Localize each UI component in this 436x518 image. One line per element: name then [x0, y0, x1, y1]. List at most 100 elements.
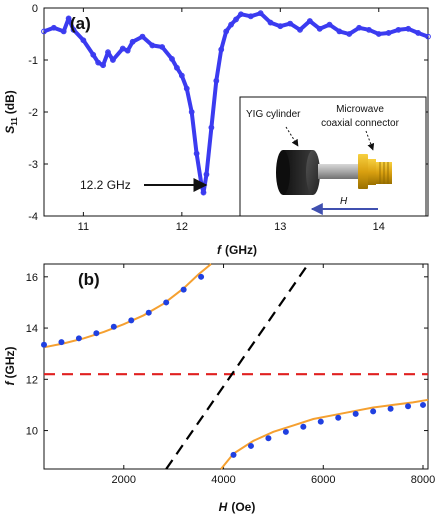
lower-branch-points	[230, 401, 427, 458]
scatter-point	[405, 403, 412, 410]
panel-b-xtick-label: 8000	[411, 474, 435, 486]
s11-data-point	[415, 30, 422, 36]
scatter-point	[163, 299, 170, 306]
setup-inset-frame	[239, 96, 427, 217]
s11-data-point	[188, 109, 195, 115]
panel-b-ytick-label: 12	[26, 374, 38, 386]
s11-data-point	[257, 10, 264, 17]
s11-data-point	[267, 19, 274, 26]
panel-b-frame	[43, 263, 429, 470]
s11-data-point	[316, 25, 323, 32]
scatter-point	[128, 317, 135, 324]
scatter-point	[110, 323, 117, 330]
panel-b-xlabel: H (Oe)	[219, 500, 256, 514]
panel-a-xtick-label: 13	[274, 221, 286, 233]
s11-data-point	[287, 20, 294, 27]
lower-fit-curve	[220, 398, 429, 470]
s11-data-point	[174, 64, 180, 71]
panel-a-xlabel: f (GHz)	[217, 243, 257, 257]
s11-data-point	[356, 24, 362, 31]
panel-b-ytick-label: 14	[26, 323, 38, 335]
panel-a-xtick-label: 14	[373, 221, 385, 233]
s11-data-point	[149, 42, 156, 49]
panel-b-series	[41, 263, 429, 470]
panel-b-xlabel-var: H	[219, 500, 228, 514]
panel-b-xtick-label: 4000	[211, 474, 235, 486]
panel-b-xtick-label: 6000	[311, 474, 335, 486]
panel-b-ytick-label: 10	[26, 426, 38, 438]
scatter-point	[93, 330, 100, 337]
scatter-point	[58, 339, 65, 346]
s11-data-point	[183, 85, 190, 92]
panel-b-letter: (b)	[78, 270, 100, 289]
s11-data-point	[306, 18, 313, 24]
field-direction-label: H	[340, 196, 348, 207]
panel-a-ytick-label: -1	[28, 55, 38, 67]
panel-b: 2000 4000 6000 8000 10 12 14 16 (b) f (GHz) H (Oe…	[3, 263, 435, 514]
panel-b-ytick-label: 16	[26, 272, 38, 284]
s11-data-point	[124, 47, 131, 54]
panel-a-ylabel: S11 (dB)	[3, 90, 19, 133]
s11-data-point	[213, 77, 220, 84]
panel-b-xlabel-unit: (Oe)	[231, 500, 255, 514]
microwave-label-line1: Microwave	[336, 104, 384, 115]
scatter-point	[370, 408, 377, 415]
s11-data-point	[277, 23, 284, 30]
scatter-point	[420, 401, 427, 408]
cavity-mode-dashed-line	[165, 263, 310, 470]
resonance-annotation-label: 12.2 GHz	[80, 178, 131, 192]
panel-b-ylabel: f (GHz)	[3, 347, 17, 386]
s11-data-point	[193, 150, 200, 157]
panel-a-ylabel-var: S	[3, 126, 17, 134]
scatter-point	[265, 435, 272, 442]
s11-data-point	[228, 21, 234, 28]
s11-data-point	[129, 38, 136, 45]
s11-data-point	[169, 56, 175, 62]
s11-data-point	[223, 28, 230, 35]
panel-a-ytick-label: -2	[28, 107, 38, 119]
s11-data-point	[208, 124, 215, 131]
panel-a-ylabel-unit: (dB)	[3, 90, 17, 114]
s11-data-point	[336, 28, 343, 35]
s11-data-point	[346, 31, 353, 37]
s11-data-point	[100, 62, 106, 69]
s11-data-point	[70, 26, 77, 33]
panel-a-xlabel-var: f	[217, 243, 222, 257]
s11-data-point	[233, 16, 239, 23]
s11-data-point	[326, 21, 333, 28]
s11-data-point	[95, 59, 102, 66]
s11-data-point	[375, 31, 382, 37]
s11-data-point	[238, 11, 244, 18]
scatter-point	[75, 335, 82, 342]
scatter-point	[387, 405, 394, 412]
scatter-point	[335, 414, 342, 421]
s11-series-line	[43, 11, 429, 195]
coax-connector-drawing	[318, 154, 392, 189]
panel-a-letter: (a)	[70, 14, 91, 33]
scatter-point	[145, 309, 152, 316]
s11-data-point	[65, 15, 72, 22]
scatter-point	[180, 286, 187, 293]
panel-a-ticks: 11 12 13 14 0 -1 -2 -3 -4	[28, 3, 428, 233]
panel-a: 11 12 13 140-1-2-3-4 (a) S11(dB) f (GHz) 12.…	[3, 3, 431, 257]
yig-cylinder-drawing	[276, 150, 320, 195]
s11-data-point	[60, 28, 67, 35]
scatter-point	[317, 418, 324, 425]
panel-a-xtick-label: 11	[78, 221, 89, 233]
s11-data-point	[218, 46, 225, 53]
panel-b-ylabel-var: f	[3, 381, 17, 386]
panel-b-xtick-label: 2000	[112, 474, 136, 486]
s11-data-point	[105, 49, 111, 56]
s11-data-point	[110, 57, 116, 63]
s11-data-point	[50, 24, 57, 31]
panel-a-ytick-label: -3	[28, 159, 38, 171]
s11-data-point	[297, 26, 303, 33]
s11-data-point	[425, 33, 431, 40]
scatter-point	[352, 410, 359, 417]
s11-data-point	[395, 26, 402, 33]
panel-a-xtick-label: 12	[176, 221, 188, 233]
s11-data-point	[119, 45, 126, 52]
s11-data-point	[178, 72, 185, 79]
s11-data-point	[139, 33, 146, 40]
